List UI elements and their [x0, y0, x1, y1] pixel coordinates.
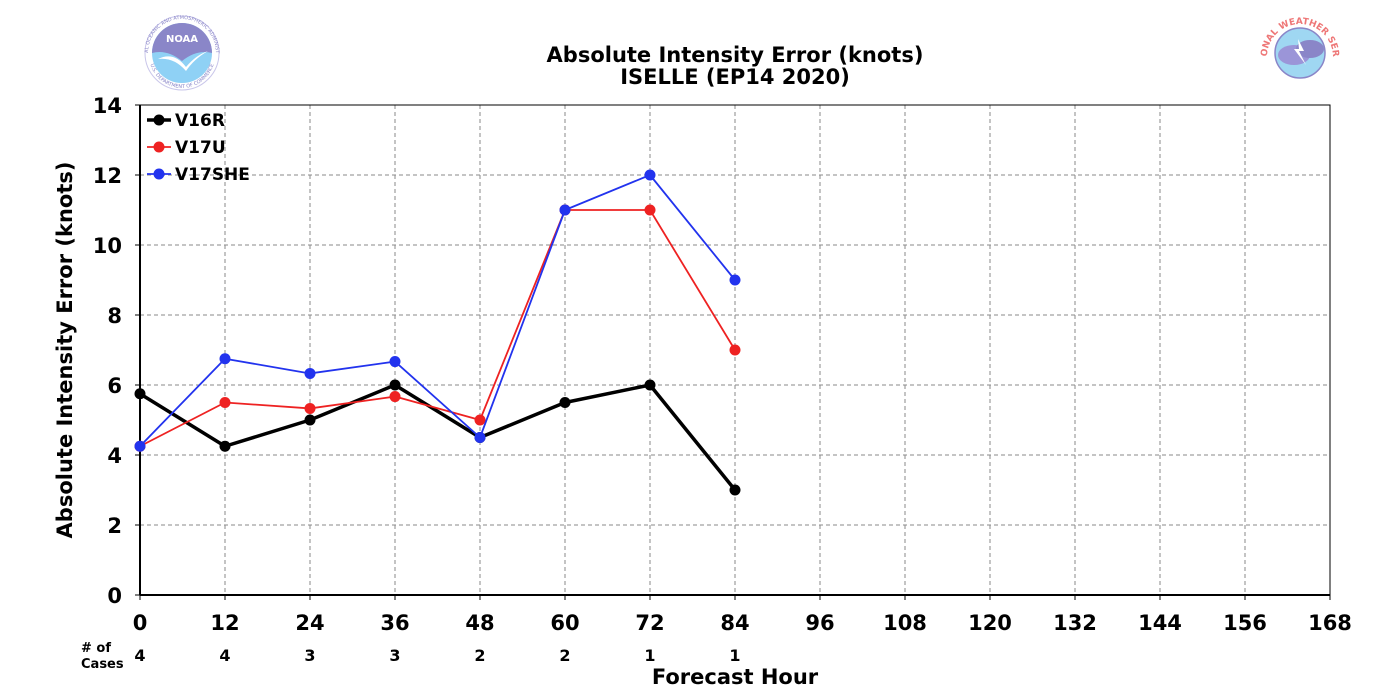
x-tick-label: 120	[968, 611, 1012, 635]
data-point-v17u	[474, 414, 486, 426]
legend-marker-v16r	[153, 114, 165, 126]
data-point-v16r	[644, 379, 656, 391]
y-tick-label: 2	[107, 514, 122, 538]
y-tick-label: 12	[93, 164, 122, 188]
series-lines	[134, 169, 741, 496]
data-point-v17she	[729, 274, 741, 286]
data-point-v17she	[304, 367, 316, 379]
y-tick-label: 0	[107, 584, 122, 608]
data-point-v16r	[559, 397, 571, 408]
cases-counts: 4 4 3 3 2 2 1 1	[134, 646, 740, 665]
data-point-v16r	[304, 414, 316, 426]
data-point-v16r	[389, 379, 401, 391]
y-axis-label: Absolute Intensity Error (knots)	[53, 162, 77, 539]
noaa-logo-text: NOAA	[166, 34, 198, 45]
x-tick-label: 144	[1138, 611, 1182, 635]
data-point-v17u	[644, 204, 656, 216]
y-tick-label: 14	[93, 94, 122, 118]
x-tick-label: 12	[210, 611, 239, 635]
x-tick-label: 132	[1053, 611, 1097, 635]
grid-lines	[140, 105, 1330, 595]
case-count: 1	[729, 646, 740, 665]
x-tick-label: 156	[1223, 611, 1267, 635]
case-count: 1	[644, 646, 655, 665]
x-axis-label: Forecast Hour	[652, 665, 819, 689]
x-tick-labels: 0 12 24 36 48 60 72 84 96 108 120 132 144 156 168	[133, 595, 1352, 635]
legend-label-v17u: V17U	[175, 138, 226, 158]
data-point-v17u	[389, 391, 401, 403]
data-point-v17she	[559, 204, 571, 216]
data-point-v17she	[644, 169, 656, 181]
data-point-v17u	[304, 402, 316, 414]
series-line-v16r	[139, 383, 737, 492]
case-count: 4	[134, 646, 145, 665]
case-count: 3	[304, 646, 315, 665]
x-tick-label: 60	[550, 611, 579, 635]
case-count: 4	[219, 646, 230, 665]
y-tick-label: 4	[107, 444, 122, 468]
data-point-v17u	[219, 397, 231, 408]
x-tick-label: 48	[465, 611, 494, 635]
nws-logo-icon: NATIONAL WEATHER SERVICE	[1260, 15, 1340, 91]
data-point-v16r	[729, 484, 741, 496]
legend-label-v16r: V16R	[175, 111, 225, 131]
x-tick-label: 36	[380, 611, 409, 635]
chart-title: Absolute Intensity Error (knots)	[547, 43, 924, 67]
y-tick-label: 6	[107, 374, 122, 398]
data-point-v17she	[134, 440, 146, 452]
legend-marker-v17u	[153, 141, 165, 153]
x-tick-label: 0	[133, 611, 148, 635]
chart-subtitle: ISELLE (EP14 2020)	[620, 65, 850, 89]
legend: V16R V17U V17SHE	[147, 111, 250, 185]
x-tick-label: 168	[1308, 611, 1352, 635]
y-tick-labels: 0 2 4 6 8 10 12 14	[93, 94, 140, 608]
data-point-v17she	[474, 432, 486, 443]
x-tick-label: 96	[805, 611, 834, 635]
data-point-v17u	[729, 344, 741, 356]
data-point-v16r	[134, 388, 146, 400]
cases-label-line1: # of	[81, 641, 111, 656]
series-line-v17she	[139, 174, 736, 447]
legend-label-v17she: V17SHE	[175, 165, 250, 185]
legend-marker-v17she	[153, 168, 165, 180]
y-tick-label: 10	[93, 234, 122, 258]
case-count: 3	[389, 646, 400, 665]
data-point-v16r	[219, 440, 231, 452]
x-tick-label: 72	[635, 611, 664, 635]
noaa-logo-icon: NOAA NATIONAL OCEANIC AND ATMOSPHERIC AD…	[144, 15, 220, 91]
x-tick-label: 84	[720, 611, 749, 635]
y-tick-label: 8	[107, 304, 122, 328]
series-line-v17u	[139, 209, 736, 448]
cases-label-line2: Cases	[81, 657, 124, 672]
case-count: 2	[474, 646, 485, 665]
case-count: 2	[559, 646, 570, 665]
data-point-v17she	[219, 353, 231, 365]
x-tick-label: 108	[883, 611, 927, 635]
x-tick-label: 24	[295, 611, 324, 635]
data-point-v17she	[389, 356, 401, 368]
